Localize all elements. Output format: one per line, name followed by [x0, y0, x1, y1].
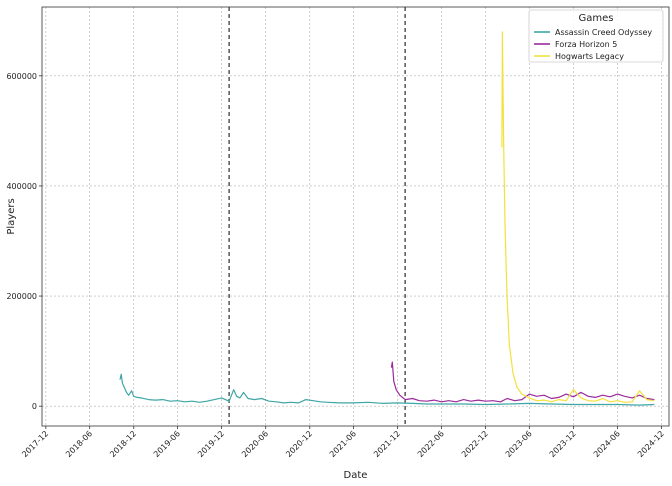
legend-title: Games: [579, 13, 614, 24]
grid: [42, 7, 669, 426]
x-tick-label: 2021-06: [328, 429, 358, 459]
legend-entry: Hogwarts Legacy: [555, 52, 624, 61]
y-tick-label: 200000: [6, 292, 37, 301]
x-tick-label: 2019-12: [196, 429, 226, 459]
series-line: [501, 31, 655, 403]
vertical-reference-lines: [228, 7, 406, 426]
x-tick-label: 2017-12: [20, 429, 50, 459]
series-line: [119, 373, 655, 406]
legend-items: Assassin Creed Odyssey Forza Horizon 5 Hog…: [534, 28, 652, 61]
x-tick-label: 2024-06: [592, 429, 622, 459]
series-group: [119, 31, 655, 406]
x-tick-label: 2020-06: [240, 429, 270, 459]
legend-entry: Forza Horizon 5: [555, 40, 617, 49]
y-tick-label: 600000: [6, 72, 37, 81]
x-tick-label: 2018-12: [108, 429, 138, 459]
y-tick-label: 400000: [6, 182, 37, 191]
x-tick-label: 2018-06: [64, 429, 94, 459]
plot-frame: [41, 6, 670, 427]
x-axis-ticks: 2017-12 2018-06 2018-12 2019-06 2019-12 2020-…: [20, 426, 666, 459]
x-tick-label: 2020-12: [284, 429, 314, 459]
legend: Games Assassin Creed Odyssey Forza Horizo…: [528, 9, 664, 63]
y-axis-label: Players: [6, 198, 17, 234]
series-line: [390, 361, 655, 403]
legend-entry: Assassin Creed Odyssey: [555, 28, 652, 37]
x-tick-label: 2023-06: [504, 429, 534, 459]
x-axis-label: Date: [344, 470, 368, 481]
x-tick-label: 2022-12: [460, 429, 490, 459]
y-tick-label: 0: [32, 402, 37, 411]
legend-box: [528, 9, 664, 63]
x-tick-label: 2023-12: [548, 429, 578, 459]
x-tick-label: 2021-12: [372, 429, 402, 459]
x-tick-label: 2022-06: [416, 429, 446, 459]
y-axis-ticks: 0 200000 400000 600000: [6, 72, 42, 411]
x-tick-label: 2024-12: [636, 429, 666, 459]
x-tick-label: 2019-06: [152, 429, 182, 459]
